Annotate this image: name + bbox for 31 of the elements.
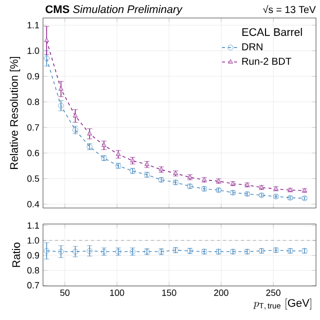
y-tick-label: 0.7 bbox=[27, 282, 40, 288]
legend-title: ECAL Barrel bbox=[242, 28, 302, 36]
x-tick-label: 200 bbox=[214, 290, 228, 296]
point bbox=[44, 56, 50, 62]
point bbox=[58, 86, 64, 91]
y-tick-label: 1.1 bbox=[28, 222, 40, 229]
y-axis-title: Ratio bbox=[12, 242, 20, 267]
point bbox=[58, 102, 64, 109]
legend-label: DRN bbox=[242, 43, 262, 50]
chart-title: CMS Simulation Preliminary bbox=[46, 5, 183, 16]
y-tick-label: 0.7 bbox=[27, 124, 40, 131]
y-tick-label: 0.9 bbox=[27, 252, 40, 259]
x-tick-label: 100 bbox=[110, 290, 124, 296]
y-tick-label: 1.0 bbox=[28, 48, 40, 54]
y-tick-label: 1.1 bbox=[28, 22, 40, 28]
x-axis-title: $p_{\mathrm{T,\,true}}\ [\mathrm{GeV}]$ bbox=[253, 298, 312, 310]
y-tick-label: 0.4 bbox=[27, 200, 40, 208]
y-tick-label: 0.8 bbox=[27, 267, 40, 274]
legend-label: Run-2 BDT bbox=[242, 58, 292, 65]
x-tick-label: 150 bbox=[162, 290, 176, 296]
y-tick-label: 0.9 bbox=[27, 73, 40, 80]
y-axis-title: Relative Resolution [%] bbox=[10, 56, 20, 169]
y-tick-label: 0.5 bbox=[27, 175, 40, 182]
chart-subtitle: √s = 13 TeV bbox=[263, 5, 316, 14]
y-tick-label: 1.0 bbox=[28, 237, 40, 244]
point bbox=[87, 131, 92, 136]
point bbox=[72, 113, 78, 118]
y-tick-label: 0.6 bbox=[27, 150, 40, 156]
x-tick-label: 250 bbox=[266, 290, 280, 296]
y-tick-label: 0.8 bbox=[27, 98, 40, 106]
x-tick-label: 50 bbox=[60, 290, 70, 296]
